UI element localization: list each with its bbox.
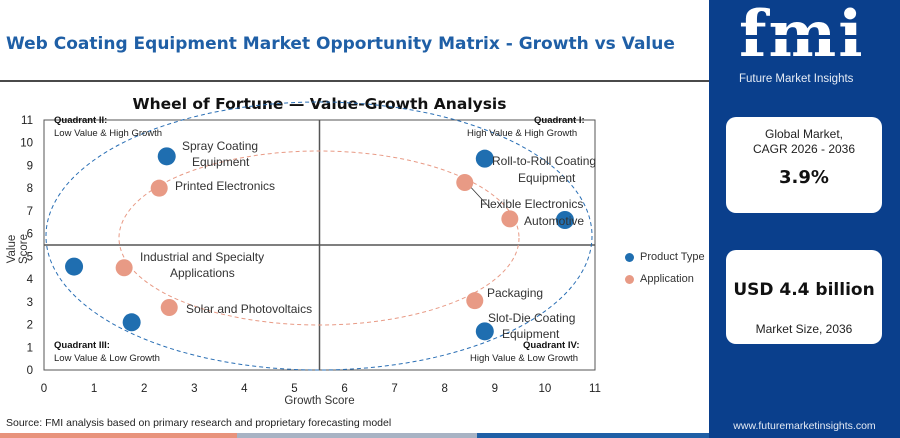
quadrant-2-title: Quadrant II: xyxy=(54,115,108,126)
fmi-logo: fmi Future Market Insights xyxy=(709,0,900,98)
x-tick-label: 11 xyxy=(589,383,601,395)
y-tick-label: 2 xyxy=(27,320,33,332)
point-label-printed-electronics: Printed Electronics xyxy=(175,179,275,193)
y-tick-label: 6 xyxy=(27,229,33,241)
cagr-value: 3.9% xyxy=(779,167,829,188)
footer-segment-coral xyxy=(0,433,237,438)
cagr-label-line2: CAGR 2026 - 2036 xyxy=(752,142,856,156)
legend-dot-product-type xyxy=(625,252,634,262)
x-axis-label: Growth Score xyxy=(284,395,355,407)
point-label-solar: Solar and Photovoltaics xyxy=(186,302,312,316)
logo-stripe xyxy=(739,35,869,39)
page-title: Web Coating Equipment Market Opportunity… xyxy=(6,34,675,54)
legend-dot-application xyxy=(625,274,634,284)
point-label-spray-coating-1: Spray Coating xyxy=(182,139,258,153)
application-point[interactable] xyxy=(501,210,519,228)
outer-ring xyxy=(45,101,593,371)
application-point[interactable] xyxy=(466,292,484,310)
y-tick-label: 3 xyxy=(27,297,33,309)
market-size-card: USD 4.4 billion Market Size, 2036 xyxy=(726,250,882,344)
x-tick-label: 7 xyxy=(391,383,397,395)
product-type-point[interactable] xyxy=(65,257,84,276)
footer-segment-blue xyxy=(477,433,709,438)
quadrant-1-desc: High Value & High Growth xyxy=(467,128,578,139)
title-rule xyxy=(0,80,709,82)
y-tick-label: 9 xyxy=(27,160,33,172)
legend-label-product-type: Product Type xyxy=(640,251,705,263)
y-tick-label: 7 xyxy=(27,206,33,218)
point-label-automotive: Automotive xyxy=(524,214,584,228)
x-tick-label: 5 xyxy=(291,383,297,395)
x-tick-label: 1 xyxy=(91,383,97,395)
point-label-packaging: Packaging xyxy=(487,286,543,300)
application-point[interactable] xyxy=(456,174,474,191)
legend-item-application: Application xyxy=(625,268,705,290)
legend-item-product-type: Product Type xyxy=(625,246,705,268)
quadrant-3-desc: Low Value & Low Growth xyxy=(54,353,160,364)
cagr-card: Global Market, CAGR 2026 - 2036 3.9% xyxy=(726,117,882,213)
legend-label-application: Application xyxy=(640,273,694,285)
x-tick-label: 2 xyxy=(141,383,147,395)
point-label-slot-die-1: Slot-Die Coating xyxy=(488,311,575,325)
y-tick-label: 11 xyxy=(21,115,33,127)
point-label-flexible-electronics: Flexible Electronics xyxy=(480,197,583,211)
point-label-slot-die-2: Equipment xyxy=(502,327,560,341)
x-tick-label: 10 xyxy=(539,383,552,395)
chart-title: Wheel of Fortune — Value-Growth Analysis xyxy=(132,95,507,113)
opportunity-matrix-chart: 0 1 2 3 4 5 6 7 8 9 10 11 0 1 2 3 4 5 6 7 8 9 10 11 Spray Coat… xyxy=(20,101,601,395)
quadrant-4-title: Quadrant IV: xyxy=(523,340,580,351)
x-tick-label: 3 xyxy=(191,383,197,395)
product-type-point[interactable] xyxy=(555,211,574,229)
inner-ring xyxy=(118,150,520,326)
x-tick-label: 8 xyxy=(442,383,448,395)
point-label-industrial-2: Applications xyxy=(170,266,235,280)
product-type-point[interactable] xyxy=(157,147,176,166)
logo-wordmark: fmi xyxy=(739,0,865,72)
product-type-point[interactable] xyxy=(122,313,141,332)
product-type-point[interactable] xyxy=(475,322,494,341)
application-point[interactable] xyxy=(115,259,133,277)
x-tick-label: 9 xyxy=(492,383,498,395)
logo-subtitle: Future Market Insights xyxy=(739,73,854,85)
x-tick-label: 6 xyxy=(341,383,347,395)
cagr-label-line1: Global Market, xyxy=(764,127,844,141)
footer-segment-gray xyxy=(237,433,477,438)
sidebar: fmi Future Market Insights Global Market… xyxy=(709,0,900,438)
point-label-roll-to-roll-2: Equipment xyxy=(518,171,576,185)
y-tick-label: 0 xyxy=(27,365,33,377)
source-note: Source: FMI analysis based on primary re… xyxy=(6,417,392,429)
y-tick-label: 8 xyxy=(27,183,33,195)
y-tick-label: 5 xyxy=(27,251,33,263)
quadrant-1-title: Quadrant I: xyxy=(534,115,585,126)
website-link[interactable]: www.futuremarketinsights.com xyxy=(733,420,876,432)
y-tick-label: 4 xyxy=(27,274,34,286)
quadrant-4-desc: High Value & Low Growth xyxy=(470,353,579,364)
market-size-value: USD 4.4 billion xyxy=(733,280,875,300)
application-point[interactable] xyxy=(160,299,178,316)
point-label-spray-coating-2: Equipment xyxy=(192,155,250,169)
quadrant-2-desc: Low Value & High Growth xyxy=(54,128,163,139)
legend: Product Type Application xyxy=(625,246,705,290)
product-type-point[interactable] xyxy=(475,149,494,168)
x-tick-label: 4 xyxy=(241,383,248,395)
y-tick-label: 1 xyxy=(27,342,33,354)
point-label-roll-to-roll-1: Roll-to-Roll Coating xyxy=(492,154,596,168)
market-size-label: Market Size, 2036 xyxy=(755,322,853,336)
y-tick-label: 10 xyxy=(20,138,33,150)
quadrant-3-title: Quadrant III: xyxy=(54,340,110,351)
application-point[interactable] xyxy=(150,179,168,197)
point-label-industrial-1: Industrial and Specialty xyxy=(140,250,264,264)
x-tick-label: 0 xyxy=(41,383,47,395)
footer-color-bar xyxy=(0,433,709,438)
y-axis-label: Value Score xyxy=(6,233,30,265)
